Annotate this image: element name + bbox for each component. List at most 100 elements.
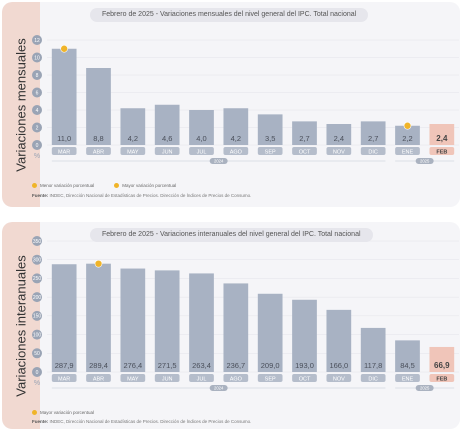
y-tick-label: 50: [34, 351, 40, 357]
y-tick-badge: [32, 87, 42, 98]
bar: [360, 327, 386, 372]
y-tick-label: 0: [36, 370, 39, 376]
data-label: 84,5: [400, 361, 415, 370]
data-label: 209,0: [261, 361, 280, 370]
category-pill: [189, 374, 214, 382]
bar: [154, 270, 180, 372]
bar: [51, 264, 77, 372]
data-label: 193,0: [295, 361, 314, 370]
y-tick-badge: [32, 236, 42, 246]
monthly-chart: 0 2 4 6 8 10 12% 11,0 MAR 8,8 ABR 4,2 MAY 4,6 JUN 4,0 JU…: [32, 35, 459, 164]
monthly-chart-title: Febrero de 2025 - Variaciones mensuales …: [90, 8, 369, 22]
x-tick-label: SEP: [265, 149, 276, 155]
min-marker-icon: [32, 183, 37, 188]
category-pill: [360, 147, 386, 155]
y-tick-label: 0: [36, 143, 39, 149]
x-tick-label: DIC: [368, 149, 378, 155]
x-tick-label: OCT: [299, 149, 311, 155]
category-pill: [223, 147, 249, 155]
category-pill: [120, 374, 146, 382]
data-label: 166,0: [329, 361, 348, 370]
y-tick-label: 250: [33, 276, 42, 282]
bar: [326, 124, 352, 145]
bar: [292, 299, 317, 372]
bar: [429, 124, 455, 145]
year-badge: [415, 158, 434, 164]
y-tick-badge: [32, 348, 42, 359]
category-pill: [257, 374, 283, 382]
bar: [120, 108, 146, 145]
category-pill: [120, 147, 146, 155]
x-tick-label: AGO: [230, 376, 243, 382]
year-label: 2024: [214, 386, 224, 391]
data-label: 287,9: [55, 361, 74, 370]
year-label: 2024: [214, 159, 224, 164]
data-label: 2,7: [299, 134, 309, 143]
x-tick-label: NOV: [333, 376, 345, 382]
x-tick-label: DIC: [368, 376, 378, 382]
category-pill: [292, 374, 317, 382]
y-tick-badge: [32, 140, 42, 150]
x-tick-label: MAY: [127, 376, 139, 382]
y-tick-label: 4: [36, 108, 39, 114]
category-pill: [395, 147, 420, 155]
bar: [257, 114, 283, 145]
data-label: 4,6: [162, 134, 172, 143]
x-tick-label: JUL: [197, 376, 207, 382]
category-pill: [86, 374, 111, 382]
year-badge: [209, 158, 228, 164]
year-badge: [209, 385, 228, 391]
y-tick-badge: [32, 292, 42, 303]
yearly-chart-panel: Variaciones interanuales Febrero de 2025…: [2, 222, 460, 429]
y-tick-label: 200: [33, 295, 42, 301]
x-tick-label: FEB: [436, 149, 447, 155]
y-tick-badge: [32, 35, 42, 45]
legend-item-max: Mayor variación porcentual: [114, 183, 176, 188]
monthly-source: Fuente: INDEC, Dirección Nacional de Est…: [32, 193, 252, 198]
category-pill: [326, 147, 352, 155]
y-tick-label: 10: [34, 55, 40, 61]
data-label: 289,4: [89, 361, 108, 370]
category-pill: [429, 374, 455, 382]
y-tick-badge: [32, 52, 42, 63]
bar: [86, 263, 111, 372]
category-pill: [360, 374, 386, 382]
bar: [395, 340, 420, 372]
unit-label: %: [34, 153, 40, 160]
x-tick-label: OCT: [299, 376, 311, 382]
data-label: 11,0: [57, 134, 71, 143]
x-tick-label: MAR: [58, 149, 70, 155]
x-tick-label: ABR: [93, 149, 104, 155]
data-label: 2,4: [436, 134, 448, 143]
category-pill: [429, 147, 455, 155]
max-marker-icon: [32, 410, 37, 415]
category-pill: [154, 147, 180, 155]
legend-item-min: Menor variación porcentual: [32, 183, 94, 188]
x-tick-label: SEP: [265, 376, 276, 382]
category-pill: [223, 374, 249, 382]
bar: [360, 121, 386, 145]
x-tick-label: MAR: [58, 376, 70, 382]
bar: [120, 268, 146, 372]
x-tick-label: AGO: [230, 149, 243, 155]
unit-label: %: [34, 380, 40, 387]
y-tick-badge: [32, 273, 42, 284]
monthly-chart-panel: Variaciones mensuales Febrero de 2025 - …: [2, 2, 460, 207]
bar: [223, 283, 249, 372]
bar: [395, 125, 420, 145]
data-label: 4,0: [196, 134, 206, 143]
data-label: 271,5: [158, 361, 177, 370]
x-tick-label: JUN: [162, 149, 173, 155]
x-tick-label: ENE: [402, 149, 414, 155]
data-label: 276,4: [123, 361, 142, 370]
yearly-chart: 0 50 100 150 200 250 300 350% 287,9 MAR 289,4 ABR 27…: [32, 236, 459, 391]
bar: [86, 68, 111, 145]
y-tick-badge: [32, 70, 42, 80]
y-tick-badge: [32, 105, 42, 115]
bar: [51, 48, 77, 145]
monthly-sidebar: Variaciones mensuales: [2, 2, 40, 207]
y-tick-badge: [32, 122, 42, 133]
y-tick-label: 2: [36, 125, 39, 131]
y-tick-label: 8: [36, 73, 39, 79]
y-tick-badge: [32, 310, 42, 321]
